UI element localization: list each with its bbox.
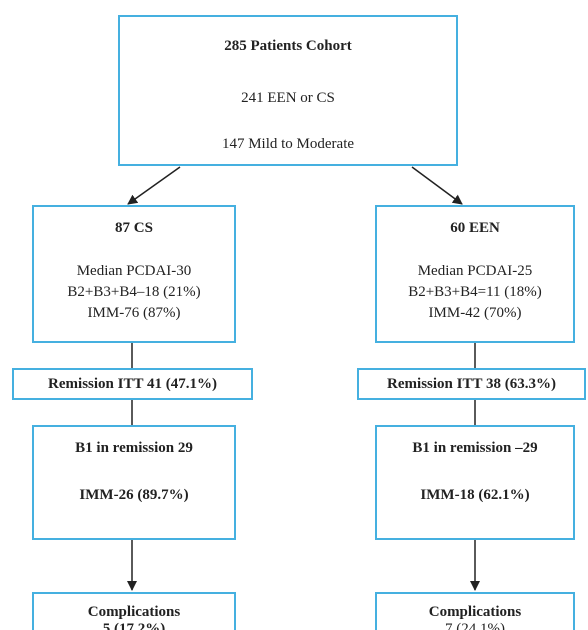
remission-box: Remission ITT 41 (47.1%): [12, 368, 253, 400]
box-text: 5 (17.2%): [102, 621, 166, 630]
box-text: B2+B3+B4=11 (18%): [408, 284, 542, 300]
box-text: B1 in remission –29: [412, 440, 538, 456]
box-text: IMM-18 (62.1%): [420, 487, 530, 503]
cs-box: 87 CS Median PCDAI-30 B2+B3+B4–18 (21%) …: [32, 205, 236, 343]
box-text: Median PCDAI-25: [417, 263, 533, 279]
box-text: Complications: [87, 604, 181, 620]
box-title: 87 CS: [115, 220, 153, 236]
box-text: 7 (24.1%): [445, 621, 505, 630]
box-text: 147 Mild to Moderate: [221, 136, 355, 152]
box-text: Remission ITT 41 (47.1%): [48, 376, 217, 392]
complications-box: Complications 7 (24.1%): [375, 592, 575, 630]
remission-box: Remission ITT 38 (63.3%): [357, 368, 586, 400]
arrow: [127, 166, 181, 205]
b1-box: B1 in remission –29 IMM-18 (62.1%): [375, 425, 575, 540]
box-text: 241 EEN or CS: [241, 90, 335, 106]
b1-box: B1 in remission 29 IMM-26 (89.7%): [32, 425, 236, 540]
box-title: 60 EEN: [450, 220, 500, 236]
box-text: Remission ITT 38 (63.3%): [387, 376, 556, 392]
box-text: Complications: [428, 604, 522, 620]
box-title: 285 Patients Cohort: [224, 38, 352, 54]
box-text: IMM-42 (70%): [428, 305, 522, 321]
een-box: 60 EEN Median PCDAI-25 B2+B3+B4=11 (18%)…: [375, 205, 575, 343]
box-text: B2+B3+B4–18 (21%): [67, 284, 201, 300]
box-text: Median PCDAI-30: [76, 263, 192, 279]
box-text: IMM-76 (87%): [87, 305, 181, 321]
box-text: B1 in remission 29: [75, 440, 193, 456]
box-text: IMM-26 (89.7%): [79, 487, 189, 503]
complications-box: Complications 5 (17.2%): [32, 592, 236, 630]
cohort-box: 285 Patients Cohort 241 EEN or CS 147 Mi…: [118, 15, 458, 166]
arrow: [411, 166, 463, 205]
